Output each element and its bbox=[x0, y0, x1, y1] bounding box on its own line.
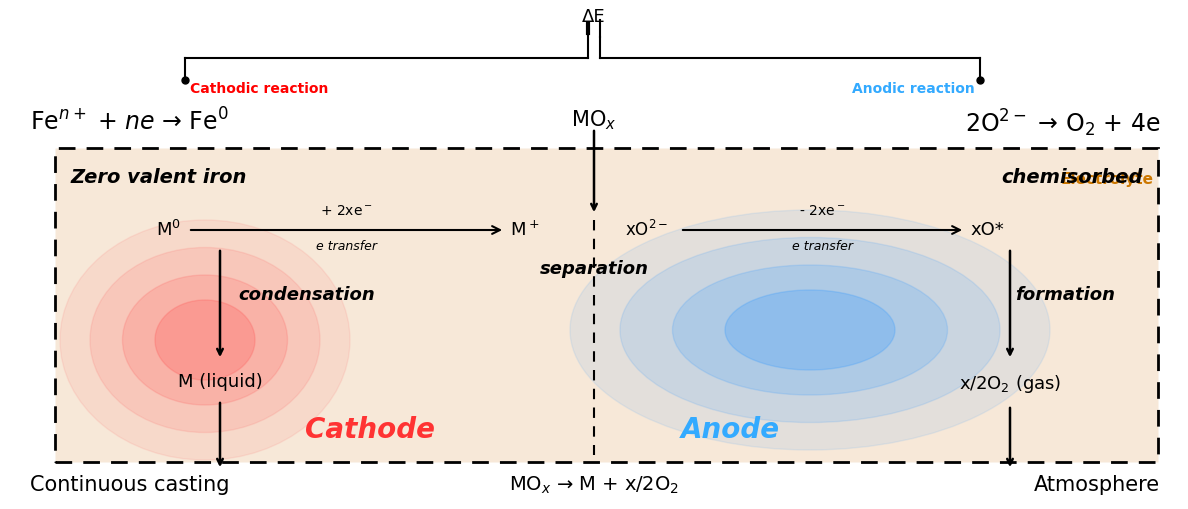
Text: e transfer: e transfer bbox=[316, 240, 377, 253]
Ellipse shape bbox=[154, 300, 255, 380]
Text: Electrolyte: Electrolyte bbox=[1061, 172, 1154, 187]
Text: chemisorbed: chemisorbed bbox=[1001, 168, 1143, 187]
Ellipse shape bbox=[672, 265, 948, 395]
Text: Zero valent iron: Zero valent iron bbox=[70, 168, 246, 187]
Text: formation: formation bbox=[1015, 286, 1116, 304]
Text: Continuous casting: Continuous casting bbox=[30, 475, 229, 495]
Text: Atmosphere: Atmosphere bbox=[1034, 475, 1159, 495]
Text: MO$_x$ → M + x/2O$_2$: MO$_x$ → M + x/2O$_2$ bbox=[510, 475, 678, 496]
Ellipse shape bbox=[570, 210, 1050, 450]
Ellipse shape bbox=[90, 247, 320, 433]
Text: xO*: xO* bbox=[969, 221, 1004, 239]
Text: M (liquid): M (liquid) bbox=[178, 373, 263, 391]
Text: + 2xe$^-$: + 2xe$^-$ bbox=[320, 204, 373, 218]
Ellipse shape bbox=[620, 238, 1000, 422]
Text: Cathode: Cathode bbox=[305, 416, 435, 444]
Text: MO$_x$: MO$_x$ bbox=[571, 108, 617, 132]
Ellipse shape bbox=[61, 220, 350, 460]
Text: ΔE: ΔE bbox=[582, 8, 606, 26]
Text: e transfer: e transfer bbox=[792, 240, 853, 253]
Text: - 2xe$^-$: - 2xe$^-$ bbox=[800, 204, 846, 218]
Text: xO$^{2-}$: xO$^{2-}$ bbox=[625, 220, 669, 240]
Text: Anodic reaction: Anodic reaction bbox=[852, 82, 975, 96]
Text: x/2O$_2$ (gas): x/2O$_2$ (gas) bbox=[959, 373, 1061, 395]
Ellipse shape bbox=[122, 275, 287, 405]
Text: Anode: Anode bbox=[681, 416, 779, 444]
Text: separation: separation bbox=[539, 260, 649, 278]
FancyBboxPatch shape bbox=[55, 148, 1158, 462]
Ellipse shape bbox=[725, 290, 895, 370]
Text: Cathodic reaction: Cathodic reaction bbox=[190, 82, 328, 96]
Text: 2O$^{2-}$ → O$_2$ + 4e: 2O$^{2-}$ → O$_2$ + 4e bbox=[965, 108, 1159, 139]
Text: M$^+$: M$^+$ bbox=[510, 220, 539, 240]
Text: M$^0$: M$^0$ bbox=[156, 220, 181, 240]
Text: Fe$^{n+}$ + $ne$ → Fe$^{0}$: Fe$^{n+}$ + $ne$ → Fe$^{0}$ bbox=[30, 108, 229, 135]
Text: condensation: condensation bbox=[238, 286, 374, 304]
